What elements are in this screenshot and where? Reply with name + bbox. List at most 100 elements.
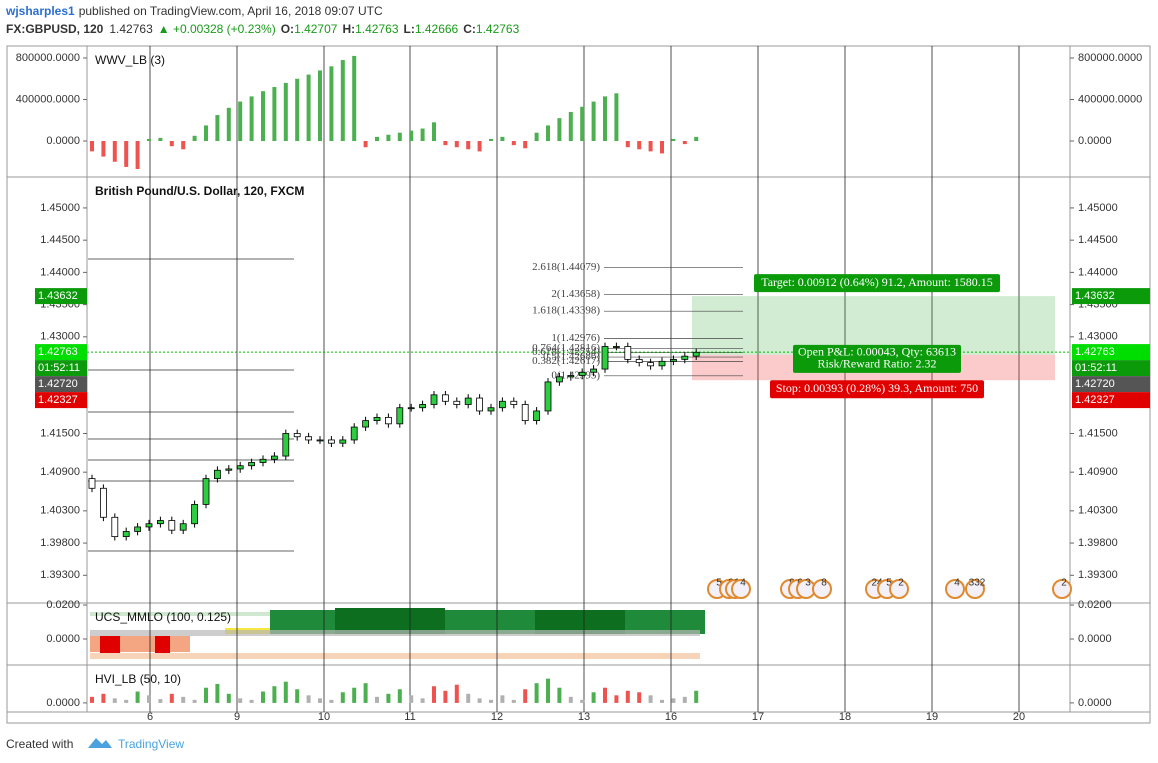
price-badge — [1072, 344, 1150, 361]
candle-body — [396, 407, 404, 425]
histogram-bar — [568, 111, 573, 141]
histogram-bar — [272, 87, 277, 141]
price-badge — [35, 344, 87, 361]
ucs-band — [100, 636, 120, 658]
histogram-bar — [101, 693, 106, 703]
tradingview-logo — [88, 738, 112, 748]
candle-body — [122, 531, 130, 538]
y-tick-label: 1.43000 — [1078, 331, 1118, 343]
y-tick-label: 1.40900 — [40, 466, 80, 478]
candle-body — [179, 523, 187, 531]
fib-label: 2(1.43658) — [551, 288, 600, 300]
candle-body — [202, 478, 210, 505]
histogram-bar — [603, 96, 607, 141]
candle-body — [236, 465, 244, 470]
candle-body — [111, 516, 119, 538]
histogram-bar — [591, 101, 596, 141]
last-price: 1.42763 — [109, 22, 153, 36]
y-tick-label: 1.39300 — [1078, 569, 1118, 581]
change: ▲ +0.00328 (+0.23%) — [158, 22, 276, 36]
histogram-bar — [694, 690, 699, 703]
y-tick-label: 1.45000 — [40, 202, 80, 214]
x-tick-label: 12 — [491, 711, 503, 723]
histogram-bar — [181, 140, 186, 150]
histogram-bar — [90, 140, 94, 152]
y-tick-label: 1.40300 — [1078, 505, 1118, 517]
histogram-bar — [523, 689, 528, 703]
histogram-bar — [192, 699, 197, 703]
y-tick-label: 1.39800 — [40, 537, 80, 549]
close: 1.42763 — [476, 22, 520, 36]
histogram-bar — [352, 687, 357, 703]
pane-title: British Pound/U.S. Dollar, 120, FXCM — [95, 184, 304, 198]
histogram-bar — [489, 138, 493, 141]
y-tick-label: 1.39300 — [40, 569, 80, 581]
histogram-bar — [454, 140, 459, 148]
y-tick-label: 0.0000 — [46, 633, 80, 645]
histogram-bar — [318, 698, 322, 703]
candle-body — [225, 468, 233, 471]
candle-body — [510, 400, 518, 405]
y-tick-label: 0.0000 — [1078, 633, 1112, 645]
price-badge-label: 01:52:11 — [38, 362, 80, 374]
fib-label: 0.618(1.42754) — [532, 346, 600, 358]
event-marker — [1052, 579, 1072, 599]
histogram-bar — [557, 687, 562, 703]
price-badge — [1072, 392, 1150, 409]
y-tick-label: 0.0000 — [1078, 135, 1112, 147]
x-tick-label: 6 — [147, 711, 153, 723]
histogram-bar — [682, 140, 687, 145]
candle-body — [191, 503, 199, 525]
y-tick-label: 1.40900 — [1078, 466, 1118, 478]
histogram-bar — [352, 55, 357, 141]
fib-label: 1(1.42976) — [551, 332, 600, 344]
candle-body — [350, 426, 358, 441]
y-tick-label: 1.43000 — [40, 331, 80, 343]
histogram-bar — [204, 687, 208, 703]
target-box — [754, 274, 1000, 293]
histogram-bar — [637, 140, 642, 150]
pane-title: WWV_LB (3) — [95, 53, 165, 67]
histogram-bar — [147, 138, 151, 141]
histogram-bar — [500, 695, 505, 703]
candle-body — [487, 407, 495, 412]
histogram-bar — [124, 699, 129, 703]
event-label: 4 — [740, 578, 746, 589]
histogram-bar — [466, 693, 471, 703]
pane-title: UCS_MMLO (100, 0.125) — [95, 610, 231, 624]
candle-body — [544, 381, 552, 412]
histogram-bar — [90, 696, 94, 703]
level-lines — [88, 258, 294, 552]
histogram-bar — [272, 686, 277, 703]
histogram-bar — [534, 132, 539, 141]
fib-label: 1.618(1.43398) — [532, 305, 600, 317]
candle-body — [88, 478, 96, 489]
event-marker — [812, 579, 832, 599]
candle-body — [578, 371, 586, 376]
y-tick-label: 400000.0000 — [1078, 93, 1142, 105]
histogram-bar — [477, 140, 482, 152]
candle-body — [259, 458, 267, 463]
histogram-bar — [477, 698, 482, 703]
candle-body — [498, 400, 506, 409]
close-label: C: — [463, 22, 476, 36]
histogram-bar — [557, 118, 562, 141]
candle-body — [282, 433, 290, 457]
candle-body — [339, 439, 347, 444]
histogram-bar — [603, 687, 607, 703]
histogram-bar — [694, 136, 699, 141]
target-label: Target: 0.00912 (0.64%) 91.2, Amount: 15… — [761, 275, 993, 289]
price-badge — [1072, 360, 1150, 377]
histogram-bar — [375, 696, 379, 703]
x-tick-label: 10 — [318, 711, 330, 723]
candle-body — [692, 351, 700, 357]
y-tick-label: 1.45000 — [1078, 202, 1118, 214]
price-badge-label: 1.42720 — [38, 378, 78, 390]
y-tick-label: 800000.0000 — [1078, 52, 1142, 64]
author[interactable]: wjsharples1 — [5, 4, 75, 18]
histogram-bar — [568, 696, 573, 703]
x-tick-label: 16 — [665, 711, 677, 723]
footer-brand[interactable]: TradingView — [118, 737, 184, 751]
histogram-bar — [147, 695, 151, 703]
